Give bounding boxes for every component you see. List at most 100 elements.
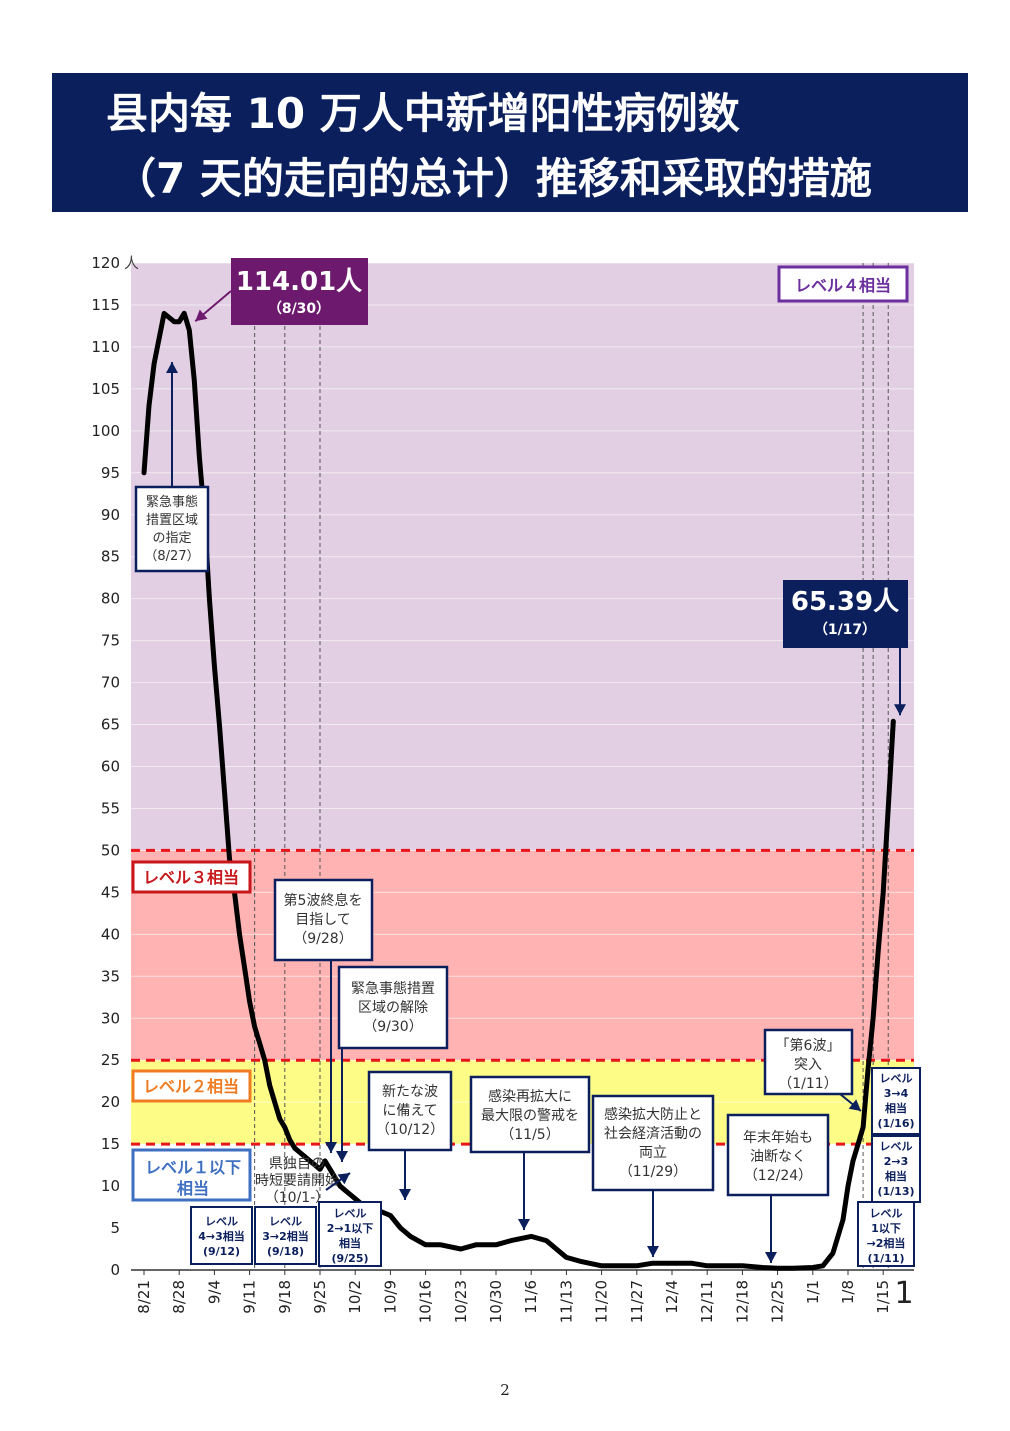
event-annotation-box <box>367 1070 453 1152</box>
level-change-text: (9/12) <box>203 1245 240 1258</box>
y-tick-label: 35 <box>101 967 120 985</box>
y-tick-label: 0 <box>110 1261 120 1279</box>
peak-callout-arrow-head <box>195 309 208 322</box>
x-tick-label: 9/18 <box>276 1280 294 1314</box>
title-banner: 县内每 10 万人中新增阳性病例数 （7 天的走向的总计）推移和采取的措施 <box>52 73 968 212</box>
level-2-label: レベル２相当 <box>143 1077 239 1096</box>
event-annotation-text: 感染拡大防止と <box>604 1106 702 1123</box>
y-tick-label: 120 <box>91 254 120 272</box>
event-annotation-text: 時短要請開始 <box>255 1173 339 1189</box>
y-tick-label: 45 <box>101 883 120 901</box>
event-annotation-arrow-head <box>647 1246 659 1257</box>
event-annotation-text: 県独自の <box>269 1156 325 1172</box>
latest-callout-date: （1/17） <box>814 622 876 638</box>
y-tick-label: 90 <box>101 506 120 524</box>
x-tick-label: 12/11 <box>698 1280 716 1323</box>
y-unit-label: 人 <box>124 254 139 272</box>
event-annotation-text: 油断なく <box>750 1149 806 1165</box>
event-annotation-text: に備えて <box>382 1103 437 1119</box>
event-annotation-text: 第5波終息を <box>284 892 363 909</box>
level-change-text: 相当 <box>339 1236 361 1250</box>
y-tick-label: 5 <box>110 1219 120 1237</box>
event-annotation-arrow-head <box>765 1252 777 1263</box>
x-tick-label: 12/4 <box>663 1280 681 1314</box>
event-annotation-text: （11/5） <box>500 1127 559 1143</box>
event-annotation-text: （1/11） <box>778 1076 837 1092</box>
level-change-text: 3→4 <box>884 1087 909 1100</box>
level-change-text: 2→3 <box>884 1155 909 1168</box>
level-change-text: (9/25) <box>331 1252 368 1265</box>
event-annotation-text: 年末年始も <box>743 1130 813 1146</box>
latest-callout-arrow-head <box>894 704 906 716</box>
level-change-text: レベル <box>269 1215 302 1228</box>
y-tick-label: 70 <box>101 674 120 692</box>
y-tick-label: 30 <box>101 1009 120 1027</box>
event-annotation-text: 社会経済活動の <box>604 1126 702 1142</box>
event-annotation-text: 感染再拡大に <box>488 1088 572 1105</box>
event-annotation-box <box>726 1113 830 1197</box>
event-annotation-text: 最大限の警戒を <box>481 1108 579 1124</box>
x-tick-label: 12/18 <box>733 1280 751 1323</box>
y-tick-label: 50 <box>101 841 120 859</box>
event-annotation-text: 目指して <box>295 912 351 928</box>
event-annotation-arrow-head <box>166 362 178 373</box>
x-tick-label: 9/11 <box>241 1280 259 1314</box>
title-line-2: （7 天的走向的总计）推移和采取的措施 <box>114 154 872 203</box>
event-annotation-text: 措置区域 <box>146 513 198 528</box>
x-tick-label: 11/13 <box>557 1280 575 1323</box>
x-tick-label: 8/28 <box>170 1280 188 1314</box>
event-annotation-box <box>273 878 374 962</box>
y-tick-label: 85 <box>101 548 120 566</box>
level-change-text: 相当 <box>885 1101 907 1115</box>
level-change-box <box>318 1201 382 1267</box>
event-annotation-arrow-head <box>518 1219 530 1230</box>
event-annotation-text: （9/30） <box>363 1019 422 1035</box>
level-change-box <box>190 1206 253 1265</box>
x-tick-label: 11/27 <box>628 1280 646 1323</box>
peak-callout-box <box>231 258 368 325</box>
x-tick-label: 9/4 <box>205 1280 223 1304</box>
level-change-text: レベル <box>334 1207 367 1220</box>
y-tick-label: 65 <box>101 716 120 734</box>
event-annotation-text: （12/24） <box>744 1168 812 1184</box>
y-tick-label: 40 <box>101 925 120 943</box>
level-change-text: レベル <box>880 1072 913 1085</box>
peak-callout-value: 114.01人 <box>236 267 362 297</box>
x-tick-label: 10/16 <box>417 1280 435 1323</box>
x-tick-label: 10/9 <box>381 1280 399 1314</box>
title-line-1: 县内每 10 万人中新增阳性病例数 <box>106 89 740 138</box>
level-change-text: 3→2相当 <box>262 1229 309 1243</box>
event-annotation-text: 区域の解除 <box>358 1000 428 1016</box>
y-tick-label: 100 <box>91 422 120 440</box>
event-annotation-arrow-head <box>336 1151 348 1162</box>
x-tick-label: 11/6 <box>522 1280 540 1314</box>
x-tick-label: 8/21 <box>135 1280 153 1314</box>
event-annotation-arrow-head <box>399 1189 411 1200</box>
y-tick-label: 110 <box>91 338 120 356</box>
y-tick-label: 10 <box>101 1177 120 1195</box>
x-tick-label: 12/25 <box>769 1280 787 1323</box>
x-tick-label: 1/15 <box>874 1280 892 1314</box>
level-change-text: (1/13) <box>877 1185 914 1198</box>
level-change-text: (1/11) <box>867 1252 904 1265</box>
level-change-box <box>871 1135 921 1203</box>
level-1-label-box <box>131 1148 252 1202</box>
peak-callout-date: （8/30） <box>268 301 330 317</box>
event-annotation-text: 緊急事態措置 <box>351 981 435 997</box>
level-change-box <box>254 1206 317 1265</box>
event-annotation-box <box>591 1094 715 1192</box>
level-1-label: レベル１以下 <box>145 1158 241 1177</box>
level-change-text: (9/18) <box>267 1245 304 1258</box>
level-band-3 <box>131 850 914 1061</box>
y-tick-label: 80 <box>101 590 120 608</box>
x-tick-label: 1/1 <box>804 1280 822 1304</box>
level-change-box <box>857 1201 915 1267</box>
y-tick-label: 95 <box>101 464 120 482</box>
event-annotation-text: （8/27） <box>144 549 199 564</box>
level-3-label: レベル３相当 <box>143 868 239 887</box>
x-tick-label: 1/8 <box>839 1280 857 1304</box>
level-change-text: レベル <box>205 1215 238 1228</box>
event-annotation-text: （11/29） <box>619 1164 687 1180</box>
event-annotation-text: （10/1-） <box>265 1190 330 1206</box>
